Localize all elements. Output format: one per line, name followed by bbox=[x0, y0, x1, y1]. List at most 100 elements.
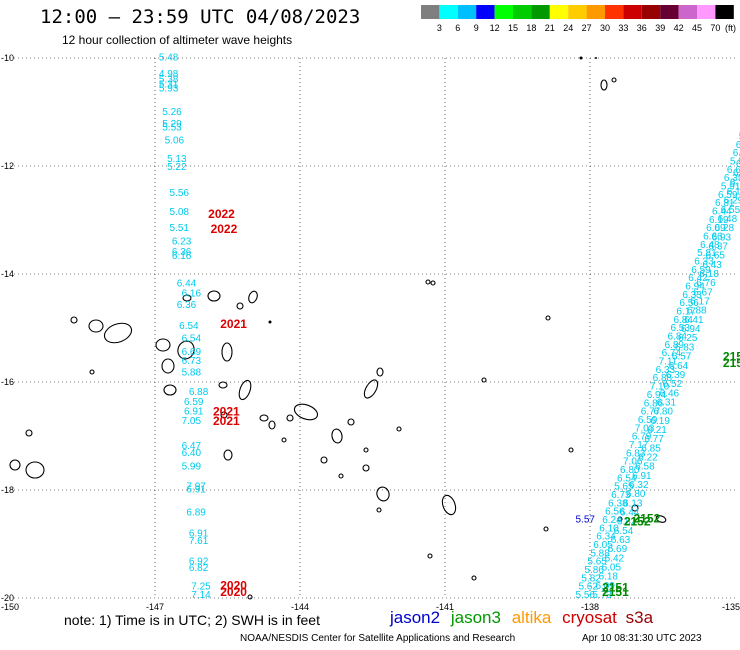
swh-value-label: 6.69 bbox=[182, 347, 202, 358]
swh-value-label: 5.13 bbox=[167, 154, 187, 165]
swh-value-label: 7.11 bbox=[659, 357, 678, 368]
cryosat-time-label: 2022 bbox=[208, 207, 235, 221]
swh-value-label: 6.36 bbox=[172, 247, 192, 258]
cryosat-time-label: 2021 bbox=[213, 414, 240, 428]
swh-value-label: 6.47 bbox=[182, 441, 202, 452]
swh-value-label: 5.99 bbox=[182, 461, 202, 472]
island-dot bbox=[595, 57, 597, 59]
cryosat-time-label: 2021 bbox=[220, 317, 247, 331]
swh-value-label: 6.33 bbox=[694, 257, 714, 268]
swh-value-label: 7.10 bbox=[650, 382, 670, 393]
colorbar-label: 24 bbox=[563, 23, 573, 33]
swh-value-label: 5.88 bbox=[739, 131, 740, 142]
swh-value-label: 6.39 bbox=[666, 370, 686, 381]
swh-value-label: 6.44 bbox=[177, 278, 197, 289]
colorbar-swatch bbox=[457, 5, 477, 19]
swh-value-label: 6.81 bbox=[715, 198, 735, 209]
lon-tick-label: -138 bbox=[581, 602, 599, 612]
satellite-legend: jason2 jason3 altika cryosat s3a bbox=[390, 608, 653, 628]
colorbar-swatch bbox=[513, 5, 532, 19]
island-outline bbox=[320, 456, 328, 464]
lon-tick-label: -135 bbox=[722, 602, 740, 612]
swh-value-label: 6.76 bbox=[696, 278, 716, 289]
swh-value-label: 6.54 bbox=[617, 473, 637, 484]
cryosat-time-label: 2020 bbox=[220, 578, 247, 592]
swh-value-label: 7.06 bbox=[623, 457, 643, 468]
swh-value-label: 6.35 bbox=[724, 173, 740, 184]
swh-value-label: 5.91 bbox=[721, 181, 740, 192]
swh-value-label: 6.88 bbox=[653, 373, 673, 384]
colorbar-label: 70 bbox=[710, 23, 720, 33]
colorbar-label: 6 bbox=[455, 23, 460, 33]
island-outline bbox=[286, 414, 294, 422]
island-outline bbox=[281, 437, 287, 443]
swh-value-label: 6.34 bbox=[596, 532, 616, 543]
swh-value-label: 6.25 bbox=[678, 333, 698, 344]
island-outline bbox=[220, 411, 228, 419]
island-outline bbox=[362, 464, 370, 472]
island-outline bbox=[236, 302, 244, 310]
swh-value-label: 5.81 bbox=[697, 248, 717, 259]
colorbar-swatch bbox=[623, 5, 642, 19]
credit-line: NOAA/NESDIS Center for Satellite Applica… bbox=[240, 633, 516, 644]
swh-value-label: 6.43 bbox=[702, 260, 722, 271]
swh-value-label: 6.59 bbox=[638, 415, 658, 426]
lat-tick-label: -10 bbox=[1, 53, 14, 63]
colorbar-swatch bbox=[678, 5, 697, 19]
swh-value-label: 6.57 bbox=[672, 352, 692, 363]
swh-value-label: 6.74 bbox=[662, 348, 682, 359]
swh-value-label: 6.80 bbox=[654, 407, 674, 418]
island-outline bbox=[223, 449, 233, 461]
colorbar-swatch bbox=[439, 5, 458, 19]
cryosat-time-label: 2022 bbox=[211, 222, 238, 236]
colorbar-unit: (ft) bbox=[725, 23, 736, 33]
swh-value-label: 5.73 bbox=[592, 590, 612, 601]
swh-value-label: 6.83 bbox=[675, 342, 695, 353]
colorbar-label: 9 bbox=[474, 23, 479, 33]
swh-value-label: 6.29 bbox=[724, 196, 740, 207]
swh-value-label: 6.44 bbox=[620, 507, 640, 518]
swh-value-label-jason2: 5.57 bbox=[576, 514, 596, 525]
swh-value-label: 6.79 bbox=[632, 432, 652, 443]
sat-jason3: jason3 bbox=[450, 608, 501, 627]
jason3-time-label: 2152 bbox=[624, 515, 651, 529]
swh-value-label: 7.17 bbox=[629, 440, 649, 451]
colorbar-label: 33 bbox=[618, 23, 628, 33]
swh-value-label: 6.91 bbox=[189, 528, 209, 539]
swh-value-label: 6.88 bbox=[687, 306, 707, 317]
island-outline bbox=[25, 461, 45, 479]
swh-value-label: 7.03 bbox=[635, 423, 655, 434]
colorbar-label: 3 bbox=[437, 23, 442, 33]
island-outline bbox=[363, 447, 369, 453]
swh-value-label: 6.24 bbox=[602, 515, 622, 526]
swh-value-label: 6.67 bbox=[693, 287, 713, 298]
swh-value-label: 5.48 bbox=[159, 53, 179, 64]
swh-value-label: 5.86 bbox=[584, 565, 604, 576]
island-outline bbox=[376, 486, 390, 502]
swh-value-label: 6.33 bbox=[656, 365, 676, 376]
swh-value-label: 6.42 bbox=[605, 553, 625, 564]
sat-altika: altika bbox=[511, 608, 552, 627]
colorbar-swatch bbox=[586, 5, 605, 19]
island-outline bbox=[568, 447, 574, 453]
sat-cryosat: cryosat bbox=[562, 608, 617, 627]
island-outline bbox=[376, 367, 384, 377]
swh-value-label: 7.61 bbox=[189, 536, 209, 547]
swh-value-label: 6.55 bbox=[721, 205, 740, 216]
swh-value-label: 6.59 bbox=[184, 397, 204, 408]
cryosat-time-label: 2020 bbox=[220, 585, 247, 599]
colorbar-swatch bbox=[697, 5, 716, 19]
swh-value-label: 5.56 bbox=[576, 590, 596, 601]
cryosat-time-label: 2021 bbox=[213, 404, 240, 418]
swh-value-label: 6.23 bbox=[172, 236, 192, 247]
jason3-time-label: 2153 bbox=[723, 349, 740, 363]
swh-value-label: 6.16 bbox=[172, 251, 192, 262]
swh-value-label: 5.29 bbox=[162, 119, 182, 130]
swh-value-label: 5.93 bbox=[159, 83, 179, 94]
island-outline bbox=[631, 504, 639, 512]
swh-value-label: 5.53 bbox=[162, 122, 182, 133]
island-outline bbox=[363, 379, 379, 399]
colorbar-swatch bbox=[494, 5, 513, 19]
island-outline bbox=[441, 494, 457, 516]
colorbar-swatch bbox=[476, 5, 495, 19]
